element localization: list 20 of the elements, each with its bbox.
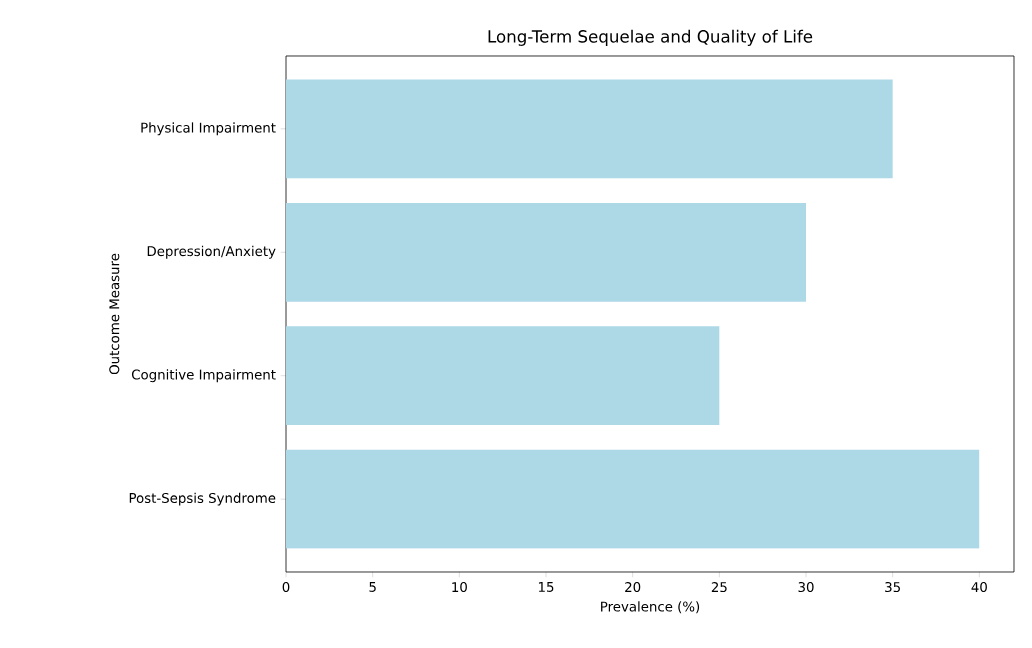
chart-title: Long-Term Sequelae and Quality of Life <box>488 29 813 46</box>
y-tick-label: Cognitive Impairment <box>131 369 276 383</box>
bar <box>286 202 806 302</box>
x-tick-label: 35 <box>885 582 900 593</box>
x-tick-label: 0 <box>282 582 290 593</box>
bar <box>286 79 893 179</box>
bar <box>286 326 720 426</box>
y-tick-label: Depression/Anxiety <box>147 245 276 259</box>
x-tick-label: 15 <box>538 582 554 592</box>
y-tick-label: Post-Sepsis Syndrome <box>129 492 276 506</box>
x-tick-label: 10 <box>452 582 467 593</box>
x-tick-label: 20 <box>625 582 641 593</box>
x-axis-title: Prevalence (%) <box>601 601 700 614</box>
x-tick-label: 40 <box>971 582 987 593</box>
x-tick-label: 30 <box>798 582 814 593</box>
x-tick-label: 5 <box>369 582 376 592</box>
y-tick-label: Physical Impairment <box>141 122 276 136</box>
bar <box>286 449 980 549</box>
x-tick-label: 25 <box>711 582 727 593</box>
y-axis-title: Outcome Measure <box>109 253 120 375</box>
